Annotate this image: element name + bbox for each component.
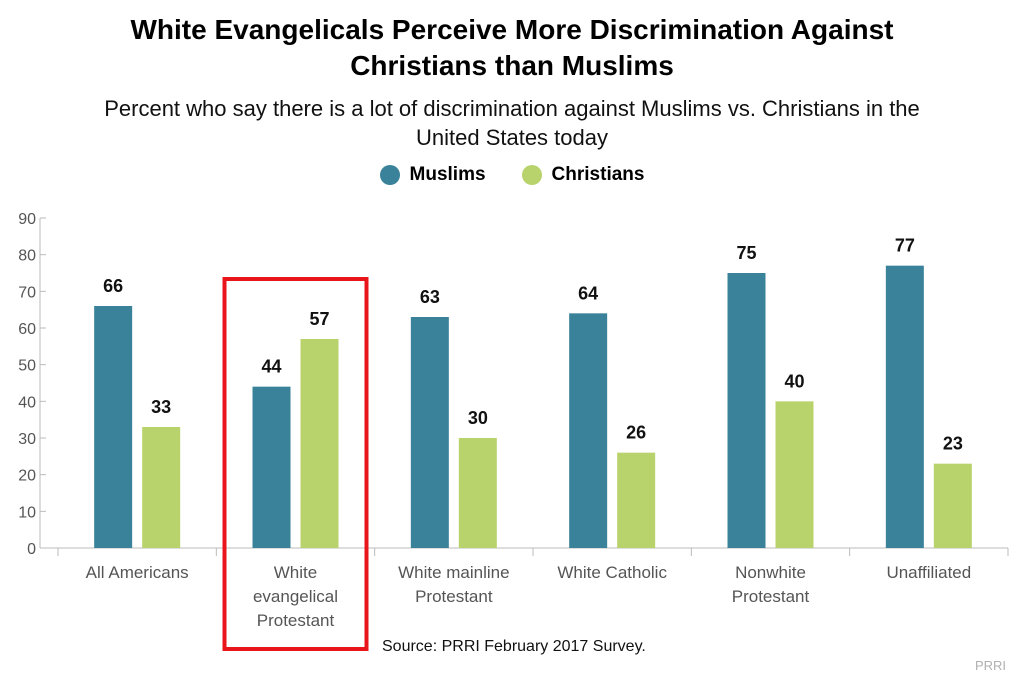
- category-label: evangelical: [253, 587, 338, 606]
- data-label-christians: 23: [943, 434, 963, 454]
- y-tick-label: 60: [18, 321, 36, 338]
- y-tick-label: 80: [18, 248, 36, 265]
- category-label: White mainline: [398, 563, 510, 582]
- y-tick-label: 40: [18, 394, 36, 411]
- bar-christians: [933, 463, 972, 548]
- category-label: Protestant: [732, 587, 810, 606]
- y-tick-label: 0: [27, 541, 36, 558]
- data-label-christians: 26: [626, 423, 646, 443]
- legend-label-christians: Christians: [551, 164, 645, 185]
- y-tick-label: 90: [18, 211, 36, 228]
- chart-subtitle: Percent who say there is a lot of discri…: [50, 94, 974, 152]
- data-label-muslims: 77: [895, 236, 915, 256]
- chart-title-line-1: White Evangelicals Perceive More Discrim…: [130, 14, 894, 45]
- legend-item-christians: Christians: [521, 164, 645, 186]
- bar-muslims: [94, 306, 133, 548]
- chart-legend: Muslims Christians: [0, 164, 1024, 186]
- bar-muslims: [252, 386, 291, 548]
- y-tick-label: 70: [18, 284, 36, 301]
- y-tick-label: 10: [18, 504, 36, 521]
- legend-swatch-muslims: [379, 165, 400, 185]
- category-label: White: [274, 563, 317, 582]
- category-label: Nonwhite: [735, 563, 806, 582]
- data-label-muslims: 63: [420, 287, 440, 307]
- legend-swatch-christians: [521, 165, 542, 185]
- y-tick-label: 20: [18, 468, 36, 485]
- data-label-muslims: 75: [736, 243, 756, 263]
- legend-item-muslims: Muslims: [379, 164, 486, 186]
- legend-label-muslims: Muslims: [409, 164, 486, 185]
- chart-title-line-2: Christians than Muslims: [350, 50, 674, 81]
- data-label-muslims: 64: [578, 283, 598, 303]
- category-label: All Americans: [86, 563, 189, 582]
- data-label-christians: 33: [151, 397, 171, 417]
- bar-muslims: [885, 265, 924, 548]
- bar-muslims: [727, 273, 766, 548]
- data-label-muslims: 44: [261, 357, 281, 377]
- source-note: Source: PRRI February 2017 Survey.: [382, 638, 646, 655]
- category-label: Protestant: [257, 611, 335, 630]
- chart-subtitle-line-2: United States today: [415, 125, 608, 150]
- category-label: Protestant: [415, 587, 493, 606]
- data-label-christians: 30: [468, 408, 488, 428]
- highlight-box: [222, 277, 369, 651]
- bar-christians: [617, 452, 656, 548]
- bar-christians: [142, 427, 181, 548]
- data-label-christians: 40: [784, 371, 804, 391]
- bar-muslims: [410, 317, 449, 548]
- category-label: Unaffiliated: [886, 563, 971, 582]
- data-label-muslims: 66: [103, 276, 123, 296]
- bar-christians: [775, 401, 814, 548]
- category-label: White Catholic: [557, 563, 667, 582]
- y-tick-label: 30: [18, 431, 36, 448]
- bar-muslims: [569, 313, 608, 548]
- chart-subtitle-line-1: Percent who say there is a lot of discri…: [104, 96, 920, 121]
- bar-christians: [300, 339, 339, 548]
- chart-title: White Evangelicals Perceive More Discrim…: [0, 12, 1024, 84]
- bar-christians: [458, 438, 497, 548]
- brand-watermark: PRRI: [974, 658, 1006, 673]
- data-label-christians: 57: [309, 309, 329, 329]
- y-tick-label: 50: [18, 358, 36, 375]
